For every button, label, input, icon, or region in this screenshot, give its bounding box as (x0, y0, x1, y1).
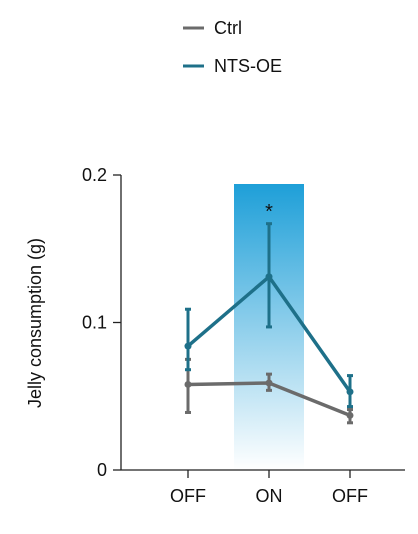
series-nts-oe (184, 222, 354, 409)
axes: 0 0.1 0.2 OFF ON OFF (82, 165, 405, 506)
series-layer (184, 222, 354, 425)
legend-item-ctrl: Ctrl (183, 18, 242, 38)
legend-label-nts-oe: NTS-OE (214, 56, 282, 76)
x-tick-label: OFF (332, 486, 368, 506)
data-point (265, 379, 273, 387)
x-tick-label: ON (256, 486, 283, 506)
x-tick-label: OFF (170, 486, 206, 506)
data-point (265, 273, 273, 281)
data-point (184, 342, 192, 350)
legend-item-nts-oe: NTS-OE (183, 56, 282, 76)
data-point (346, 388, 354, 396)
annotation-layer: * (265, 201, 273, 223)
y-tick-label: 0.1 (82, 313, 107, 333)
data-point (346, 411, 354, 419)
data-point (184, 380, 192, 388)
y-axis-label: Jelly consumption (g) (25, 238, 45, 408)
legend: Ctrl NTS-OE (183, 18, 282, 76)
y-tick-label: 0.2 (82, 165, 107, 185)
significance-marker: * (265, 201, 273, 223)
y-tick-label: 0 (97, 460, 107, 480)
legend-label-ctrl: Ctrl (214, 18, 242, 38)
